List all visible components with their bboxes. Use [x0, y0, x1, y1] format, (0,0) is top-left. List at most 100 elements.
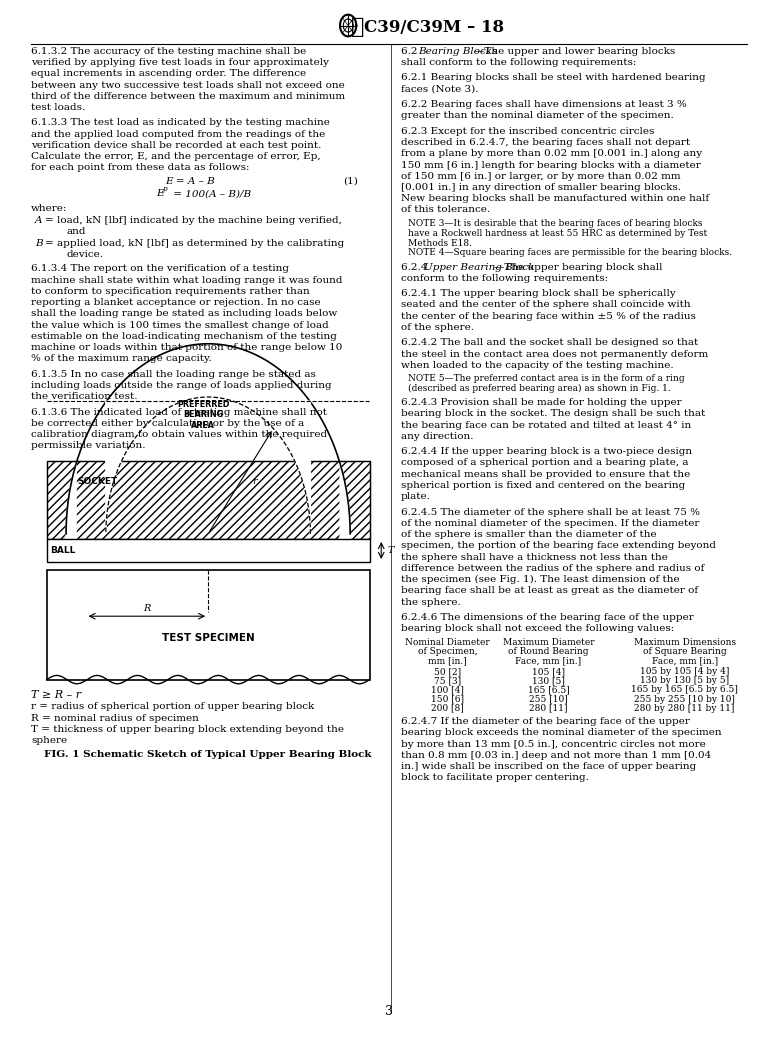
Text: in.] wide shall be inscribed on the face of upper bearing: in.] wide shall be inscribed on the face… — [401, 762, 696, 771]
Text: when loaded to the capacity of the testing machine.: when loaded to the capacity of the testi… — [401, 361, 673, 370]
Text: Ⓜ: Ⓜ — [351, 16, 365, 39]
Text: between any two successive test loads shall not exceed one: between any two successive test loads sh… — [31, 80, 345, 90]
Text: 280 [11]: 280 [11] — [529, 704, 568, 713]
Text: bearing block in the socket. The design shall be such that: bearing block in the socket. The design … — [401, 409, 705, 418]
Text: NOTE 3—It is desirable that the bearing faces of bearing blocks: NOTE 3—It is desirable that the bearing … — [408, 219, 703, 228]
Text: 3: 3 — [385, 1006, 393, 1018]
Text: 6.2.4.3 Provision shall be made for holding the upper: 6.2.4.3 Provision shall be made for hold… — [401, 398, 682, 407]
Text: for each point from these data as follows:: for each point from these data as follow… — [31, 163, 250, 173]
Text: bearing block shall not exceed the following values:: bearing block shall not exceed the follo… — [401, 625, 674, 633]
Text: T: T — [387, 547, 394, 555]
Text: 6.1.3.3 The test load as indicated by the testing machine: 6.1.3.3 The test load as indicated by th… — [31, 119, 330, 127]
Text: 6.1.3.6 The indicated load of a testing machine shall not: 6.1.3.6 The indicated load of a testing … — [31, 408, 327, 416]
Text: T = thickness of upper bearing block extending beyond the: T = thickness of upper bearing block ext… — [31, 725, 344, 734]
Text: (1): (1) — [342, 177, 358, 185]
Text: difference between the radius of the sphere and radius of: difference between the radius of the sph… — [401, 564, 704, 573]
Text: BALL: BALL — [51, 547, 76, 555]
Text: of Specimen,: of Specimen, — [418, 646, 477, 656]
Text: 6.2.4.6 The dimensions of the bearing face of the upper: 6.2.4.6 The dimensions of the bearing fa… — [401, 613, 693, 621]
Text: by more than 13 mm [0.5 in.], concentric circles not more: by more than 13 mm [0.5 in.], concentric… — [401, 739, 706, 748]
Text: % of the maximum range capacity.: % of the maximum range capacity. — [31, 354, 212, 363]
Text: 105 by 105 [4 by 4]: 105 by 105 [4 by 4] — [640, 667, 729, 676]
Text: Maximum Dimensions: Maximum Dimensions — [633, 637, 736, 646]
Text: machine shall state within what loading range it was found: machine shall state within what loading … — [31, 276, 342, 284]
Text: the steel in the contact area does not permanently deform: the steel in the contact area does not p… — [401, 350, 708, 358]
Text: 6.2.3 Except for the inscribed concentric circles: 6.2.3 Except for the inscribed concentri… — [401, 127, 654, 135]
Text: 6.2.4.2 The ball and the socket shall be designed so that: 6.2.4.2 The ball and the socket shall be… — [401, 338, 698, 348]
Text: 6.2.1 Bearing blocks shall be steel with hardened bearing: 6.2.1 Bearing blocks shall be steel with… — [401, 74, 706, 82]
Bar — [47, 461, 370, 539]
Text: the verification test.: the verification test. — [31, 392, 138, 401]
Text: plate.: plate. — [401, 492, 430, 501]
Text: 6.1.3.2 The accuracy of the testing machine shall be: 6.1.3.2 The accuracy of the testing mach… — [31, 47, 307, 56]
Text: mm [in.]: mm [in.] — [428, 656, 467, 665]
Text: including loads outside the range of loads applied during: including loads outside the range of loa… — [31, 381, 331, 390]
Text: r = radius of spherical portion of upper bearing block: r = radius of spherical portion of upper… — [31, 703, 314, 711]
Text: NOTE 5—The preferred contact area is in the form of a ring: NOTE 5—The preferred contact area is in … — [408, 374, 685, 383]
Text: 6.2.2 Bearing faces shall have dimensions at least 3 %: 6.2.2 Bearing faces shall have dimension… — [401, 100, 686, 109]
Text: 150 [6]: 150 [6] — [431, 694, 464, 704]
Text: 130 by 130 [5 by 5]: 130 by 130 [5 by 5] — [640, 677, 729, 685]
Text: estimable on the load-indicating mechanism of the testing: estimable on the load-indicating mechani… — [31, 332, 337, 340]
Text: = load, kN [lbf] indicated by the machine being verified,: = load, kN [lbf] indicated by the machin… — [45, 217, 342, 225]
Text: equal increments in ascending order. The difference: equal increments in ascending order. The… — [31, 70, 307, 78]
Text: of the sphere is smaller than the diameter of the: of the sphere is smaller than the diamet… — [401, 530, 657, 539]
Text: described in 6.2.4.7, the bearing faces shall not depart: described in 6.2.4.7, the bearing faces … — [401, 138, 690, 147]
Text: any direction.: any direction. — [401, 432, 473, 440]
Text: where:: where: — [31, 204, 68, 212]
Text: 75 [3]: 75 [3] — [434, 677, 461, 685]
Text: FIG. 1 Schematic Sketch of Typical Upper Bearing Block: FIG. 1 Schematic Sketch of Typical Upper… — [44, 750, 372, 759]
Text: of Round Bearing: of Round Bearing — [508, 646, 589, 656]
Text: Maximum Diameter: Maximum Diameter — [503, 637, 594, 646]
Text: 150 mm [6 in.] length for bearing blocks with a diameter: 150 mm [6 in.] length for bearing blocks… — [401, 160, 700, 170]
Text: and the applied load computed from the readings of the: and the applied load computed from the r… — [31, 130, 325, 138]
Text: E: E — [156, 189, 164, 198]
Text: spherical portion is fixed and centered on the bearing: spherical portion is fixed and centered … — [401, 481, 685, 490]
Text: verification device shall be recorded at each test point.: verification device shall be recorded at… — [31, 141, 321, 150]
Text: of this tolerance.: of this tolerance. — [401, 205, 490, 214]
Text: than 0.8 mm [0.03 in.] deep and not more than 1 mm [0.04: than 0.8 mm [0.03 in.] deep and not more… — [401, 751, 711, 760]
Text: C39/C39M – 18: C39/C39M – 18 — [364, 19, 504, 35]
Text: calibration diagram to obtain values within the required: calibration diagram to obtain values wit… — [31, 430, 328, 439]
Text: 165 by 165 [6.5 by 6.5]: 165 by 165 [6.5 by 6.5] — [631, 685, 738, 694]
Text: 200 [8]: 200 [8] — [431, 704, 464, 713]
Text: conform to the following requirements:: conform to the following requirements: — [401, 274, 608, 283]
Text: p: p — [163, 185, 167, 193]
Text: sphere: sphere — [31, 736, 67, 745]
Text: composed of a spherical portion and a bearing plate, a: composed of a spherical portion and a be… — [401, 458, 689, 467]
Text: and: and — [66, 227, 86, 236]
Text: of the nominal diameter of the specimen. If the diameter: of the nominal diameter of the specimen.… — [401, 518, 699, 528]
Text: (described as preferred bearing area) as shown in Fig. 1.: (described as preferred bearing area) as… — [408, 384, 671, 393]
Text: R = nominal radius of specimen: R = nominal radius of specimen — [31, 714, 199, 722]
Bar — [47, 570, 370, 680]
Text: test loads.: test loads. — [31, 103, 86, 112]
Text: permissible variation.: permissible variation. — [31, 441, 145, 451]
Text: —The upper bearing block shall: —The upper bearing block shall — [494, 262, 663, 272]
Text: shall the loading range be stated as including loads below: shall the loading range be stated as inc… — [31, 309, 338, 319]
Text: 255 [10]: 255 [10] — [529, 694, 568, 704]
Text: mechanical means shall be provided to ensure that the: mechanical means shall be provided to en… — [401, 469, 690, 479]
Text: 165 [6.5]: 165 [6.5] — [527, 685, 569, 694]
Text: 6.2.4: 6.2.4 — [401, 262, 433, 272]
Text: Calculate the error, E, and the percentage of error, Ep,: Calculate the error, E, and the percenta… — [31, 152, 321, 161]
Text: bearing block exceeds the nominal diameter of the specimen: bearing block exceeds the nominal diamet… — [401, 729, 721, 737]
Text: 6.2.4.5 The diameter of the sphere shall be at least 75 %: 6.2.4.5 The diameter of the sphere shall… — [401, 508, 699, 516]
Text: NOTE 4—Square bearing faces are permissible for the bearing blocks.: NOTE 4—Square bearing faces are permissi… — [408, 249, 733, 257]
Text: faces (Note 3).: faces (Note 3). — [401, 84, 478, 94]
Text: shall conform to the following requirements:: shall conform to the following requireme… — [401, 58, 636, 67]
Text: block to facilitate proper centering.: block to facilitate proper centering. — [401, 773, 588, 782]
Text: —The upper and lower bearing blocks: —The upper and lower bearing blocks — [474, 47, 675, 56]
Text: to conform to specification requirements rather than: to conform to specification requirements… — [31, 287, 310, 296]
Text: the specimen (see Fig. 1). The least dimension of the: the specimen (see Fig. 1). The least dim… — [401, 575, 679, 584]
Text: PREFERRED
BEARING
AREA: PREFERRED BEARING AREA — [177, 400, 230, 430]
Text: of 150 mm [6 in.] or larger, or by more than 0.02 mm: of 150 mm [6 in.] or larger, or by more … — [401, 172, 680, 181]
Text: [0.001 in.] in any direction of smaller bearing blocks.: [0.001 in.] in any direction of smaller … — [401, 183, 681, 192]
Text: device.: device. — [66, 250, 103, 259]
Text: = applied load, kN [lbf] as determined by the calibrating: = applied load, kN [lbf] as determined b… — [45, 238, 345, 248]
Text: 6.1.3.5 In no case shall the loading range be stated as: 6.1.3.5 In no case shall the loading ran… — [31, 370, 316, 379]
Text: = 100(A – B)/B: = 100(A – B)/B — [170, 189, 251, 198]
Text: third of the difference between the maximum and minimum: third of the difference between the maxi… — [31, 92, 345, 101]
Text: the sphere shall have a thickness not less than the: the sphere shall have a thickness not le… — [401, 553, 668, 561]
Text: 6.1.3.4 The report on the verification of a testing: 6.1.3.4 The report on the verification o… — [31, 264, 289, 274]
Text: E = A – B: E = A – B — [166, 177, 216, 185]
